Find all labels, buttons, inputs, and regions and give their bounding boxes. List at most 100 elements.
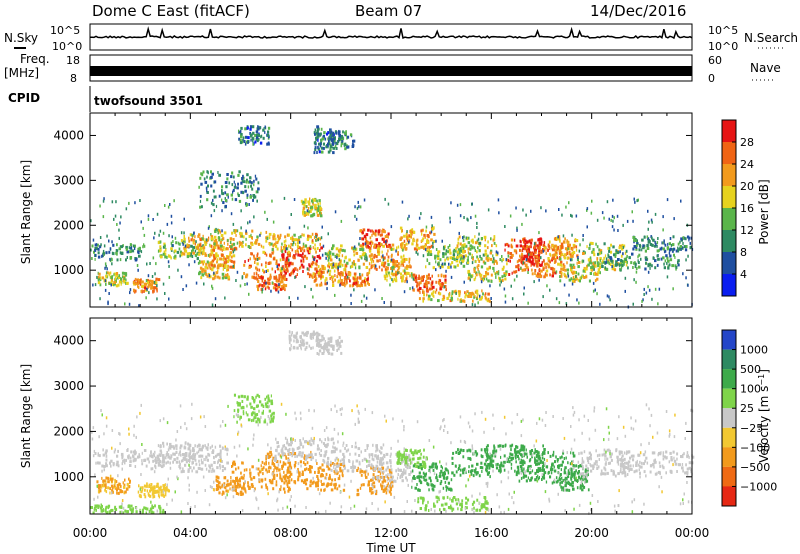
data-cell bbox=[555, 253, 558, 257]
data-cell bbox=[105, 480, 107, 484]
data-cell bbox=[364, 280, 367, 284]
data-cell bbox=[117, 283, 120, 287]
data-cell bbox=[239, 484, 241, 488]
data-cell bbox=[404, 463, 407, 466]
data-cell bbox=[256, 258, 259, 261]
data-cell bbox=[357, 447, 361, 451]
data-cell bbox=[335, 141, 337, 145]
data-cell bbox=[99, 278, 102, 281]
data-cell bbox=[342, 444, 344, 448]
data-cell bbox=[403, 457, 406, 461]
data-cell bbox=[239, 231, 242, 235]
data-cell bbox=[264, 279, 267, 283]
data-cell bbox=[353, 249, 355, 253]
data-cell bbox=[370, 466, 373, 470]
data-cell bbox=[425, 288, 428, 292]
y-tick-label: 2000 bbox=[53, 218, 84, 232]
data-cell bbox=[211, 172, 214, 176]
data-cell bbox=[470, 275, 473, 279]
data-cell bbox=[491, 260, 495, 264]
data-cell bbox=[467, 276, 471, 280]
data-cell bbox=[368, 241, 372, 245]
data-cell bbox=[144, 286, 147, 290]
data-cell bbox=[104, 488, 106, 492]
data-cell bbox=[219, 257, 221, 261]
data-cell bbox=[518, 258, 521, 262]
data-cell bbox=[403, 239, 406, 243]
data-cell bbox=[458, 260, 461, 264]
data-cell bbox=[281, 253, 284, 257]
data-cell bbox=[530, 241, 533, 245]
data-cell bbox=[296, 446, 300, 450]
data-cell bbox=[275, 283, 278, 287]
data-cell bbox=[612, 264, 615, 268]
data-cell bbox=[270, 261, 272, 265]
data-cell bbox=[346, 136, 348, 140]
data-cell bbox=[472, 299, 474, 303]
data-cell bbox=[351, 246, 354, 250]
data-cell bbox=[359, 255, 362, 259]
data-cell bbox=[250, 125, 252, 129]
data-cell bbox=[262, 472, 264, 476]
data-cell bbox=[431, 281, 434, 285]
data-cell bbox=[679, 245, 682, 248]
data-cell bbox=[435, 268, 437, 272]
data-cell bbox=[517, 268, 520, 272]
data-cell bbox=[677, 259, 680, 263]
data-cell bbox=[254, 140, 257, 144]
data-cell bbox=[362, 228, 366, 232]
data-cell bbox=[372, 473, 375, 477]
data-cell bbox=[269, 466, 272, 470]
data-cell bbox=[453, 265, 456, 269]
data-cell bbox=[387, 473, 389, 476]
data-cell bbox=[623, 260, 626, 264]
data-cell bbox=[328, 262, 330, 266]
data-cell bbox=[213, 245, 215, 249]
data-cell bbox=[144, 288, 148, 292]
data-cell bbox=[434, 462, 438, 466]
data-cell bbox=[111, 262, 113, 266]
data-cell bbox=[405, 457, 408, 461]
data-cell bbox=[511, 253, 514, 257]
data-cell bbox=[178, 460, 181, 464]
data-cell bbox=[187, 442, 190, 446]
data-cell bbox=[162, 252, 165, 256]
data-cell bbox=[156, 284, 158, 288]
data-cell bbox=[318, 142, 320, 146]
data-cell bbox=[405, 247, 408, 251]
data-cell bbox=[476, 255, 479, 259]
data-cell bbox=[105, 264, 107, 268]
data-cell bbox=[388, 479, 392, 483]
data-cell bbox=[622, 262, 625, 266]
data-cell bbox=[234, 229, 237, 233]
data-cell bbox=[440, 464, 442, 468]
data-cell bbox=[474, 276, 477, 280]
data-cell bbox=[459, 214, 462, 218]
data-cell bbox=[260, 135, 262, 139]
data-cell bbox=[485, 271, 488, 274]
data-cell bbox=[217, 231, 219, 235]
data-cell bbox=[190, 244, 193, 248]
data-cell bbox=[182, 469, 185, 473]
data-cell bbox=[190, 238, 193, 242]
data-cell bbox=[586, 225, 588, 229]
data-cell bbox=[272, 462, 274, 465]
data-cell bbox=[382, 488, 386, 492]
data-cell bbox=[277, 460, 279, 463]
data-cell bbox=[327, 269, 330, 273]
data-cell bbox=[95, 461, 97, 465]
data-cell bbox=[221, 492, 224, 496]
data-cell bbox=[570, 258, 573, 262]
data-cell bbox=[447, 487, 451, 491]
data-cell bbox=[446, 296, 448, 300]
data-cell bbox=[111, 479, 113, 483]
data-cell bbox=[379, 259, 381, 262]
data-cell bbox=[578, 261, 581, 264]
data-cell bbox=[280, 485, 282, 489]
y-tick-label: 4000 bbox=[53, 128, 84, 142]
data-cell bbox=[158, 453, 161, 457]
data-cell bbox=[673, 253, 675, 257]
data-cell bbox=[482, 278, 485, 282]
data-cell bbox=[313, 275, 317, 279]
data-cell bbox=[232, 488, 234, 492]
